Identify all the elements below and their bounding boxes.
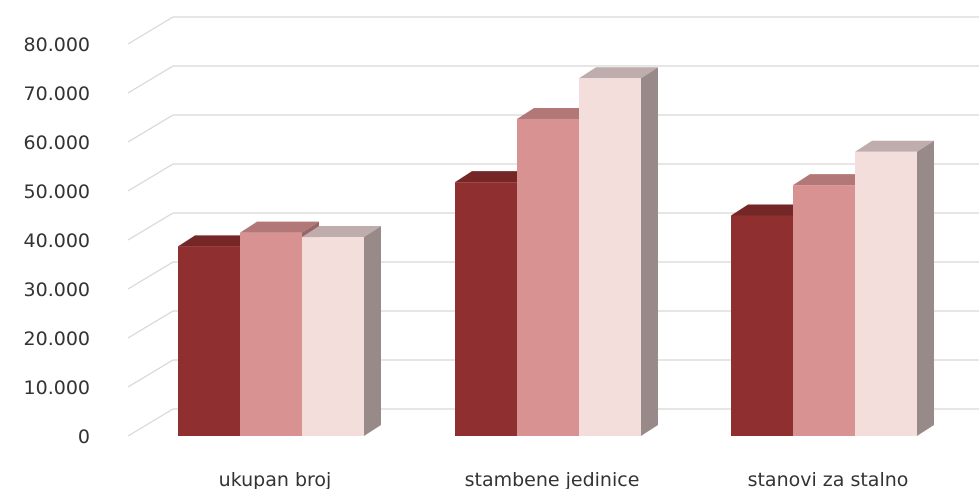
gridline-slant xyxy=(127,408,174,437)
y-tick-label: 40.000 xyxy=(24,230,90,252)
bar-top xyxy=(793,174,872,186)
gridline-slant xyxy=(127,114,174,143)
bar-front xyxy=(793,185,855,436)
x-category-label: ukupan broj xyxy=(219,469,332,489)
bar xyxy=(579,67,658,437)
gridline-slant xyxy=(127,261,174,290)
y-tick-label: 60.000 xyxy=(24,132,90,154)
x-axis-categories: ukupan broj stambene jedinice stanovi za s… xyxy=(219,469,909,489)
bar-top xyxy=(855,140,934,152)
bar-side xyxy=(364,226,381,436)
gridline-slant xyxy=(127,16,174,45)
gridline-slant xyxy=(127,310,174,339)
x-category-label: stambene jedinice xyxy=(465,469,640,489)
bar-front xyxy=(178,246,240,436)
bar-side xyxy=(917,140,934,437)
y-tick-label: 30.000 xyxy=(24,279,90,301)
y-tick-label: 50.000 xyxy=(24,181,90,203)
gridline-slant xyxy=(127,359,174,388)
y-tick-label: 80.000 xyxy=(24,34,90,56)
bar-top xyxy=(579,67,658,79)
y-tick-label: 70.000 xyxy=(24,83,90,105)
gridline-slant xyxy=(127,65,174,94)
y-tick-label: 0 xyxy=(78,426,90,448)
bar xyxy=(855,140,934,437)
x-category-label: stanovi za stalno xyxy=(748,469,909,489)
bars xyxy=(178,67,934,437)
gridline-slant xyxy=(127,163,174,192)
y-tick-label: 10.000 xyxy=(24,377,90,399)
bar-front xyxy=(579,78,641,437)
bar-front xyxy=(240,232,302,436)
bar-front xyxy=(455,182,517,436)
bar-top xyxy=(302,226,381,238)
bar-front xyxy=(517,118,579,436)
bar-side xyxy=(641,67,658,437)
y-tick-label: 20.000 xyxy=(24,328,90,350)
gridline-slant xyxy=(127,212,174,241)
bar-front xyxy=(302,237,364,436)
bar-top xyxy=(731,204,810,216)
y-axis-ticks: 0 10.000 20.000 30.000 40.000 50.000 60.000 70.… xyxy=(24,34,90,448)
bar xyxy=(302,226,381,436)
bar-top xyxy=(178,235,257,247)
bar-front xyxy=(855,151,917,437)
bar-front xyxy=(731,215,793,436)
bar-top xyxy=(517,107,596,119)
bar-top xyxy=(240,221,319,233)
bar-top xyxy=(455,171,534,183)
